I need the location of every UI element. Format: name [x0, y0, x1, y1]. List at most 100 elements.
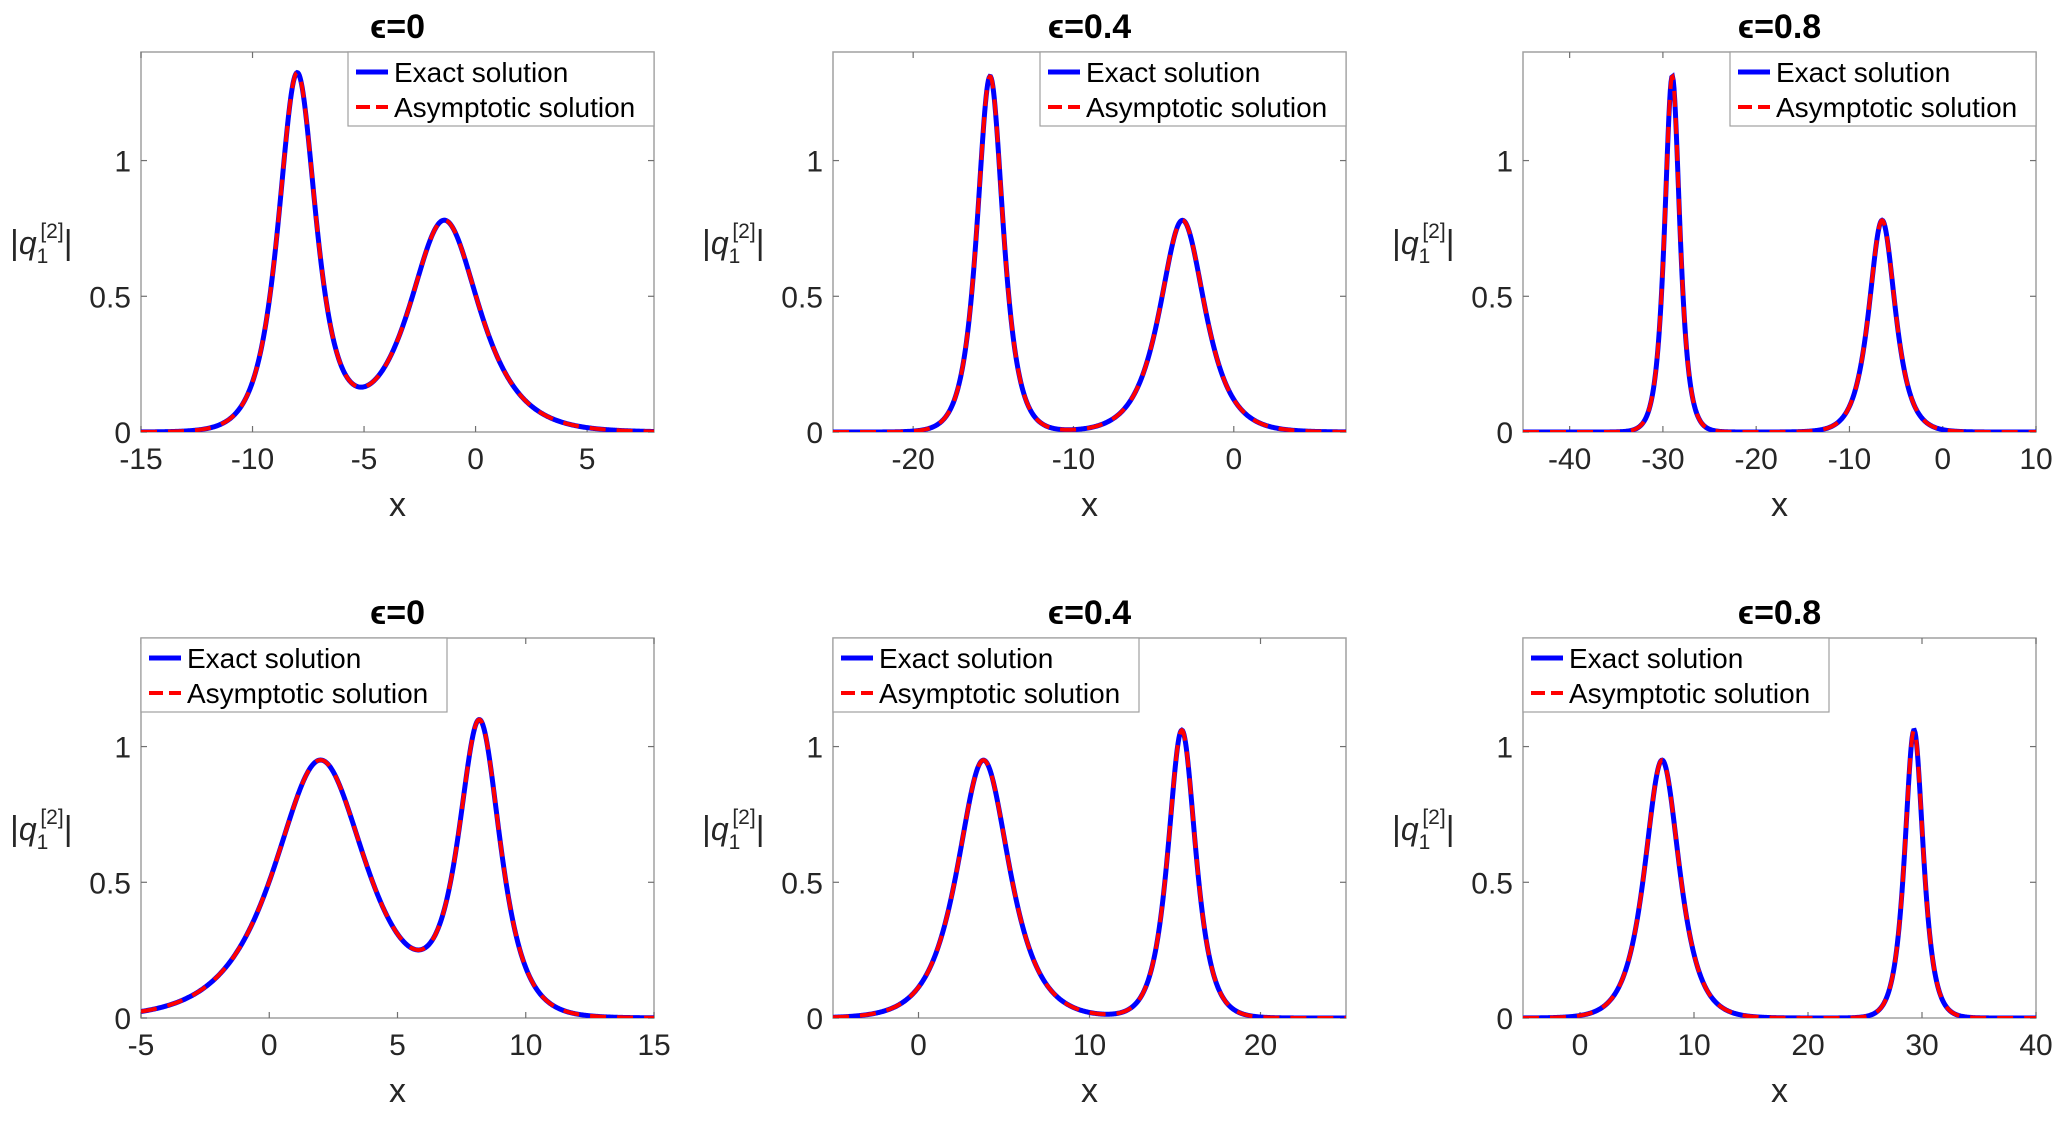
- legend-entry-label: Asymptotic solution: [394, 92, 635, 123]
- x-axis-label: x: [389, 486, 406, 524]
- y-axis-label-part: |: [702, 810, 711, 848]
- panel-title: ϵ=0: [370, 594, 425, 632]
- x-tick-label: -20: [891, 443, 934, 476]
- y-tick-label: 1: [114, 146, 131, 179]
- y-axis-label: |q1[2]|: [702, 220, 765, 268]
- legend-box: [1522, 637, 1830, 713]
- y-axis-label: |q1[2]|: [10, 220, 73, 268]
- x-tick-label: -30: [1641, 443, 1684, 476]
- y-axis-label-part: |: [64, 810, 73, 848]
- series-asymptotic-solution-line: [833, 727, 1346, 1018]
- y-axis-label-part: |: [1446, 810, 1455, 848]
- y-axis-label-part: |: [10, 810, 19, 848]
- y-axis-label-part: 1: [37, 245, 49, 268]
- legend: Exact solution Asymptotic solution: [140, 637, 448, 713]
- y-tick-label: 0: [1496, 417, 1513, 450]
- y-axis-label-part: |: [1446, 224, 1455, 262]
- x-tick-label: 15: [637, 1029, 670, 1062]
- x-tick-label: 30: [1905, 1029, 1938, 1062]
- x-tick-label: 20: [1791, 1029, 1824, 1062]
- x-tick-label: 10: [1073, 1029, 1106, 1062]
- y-axis-label: |q1[2]|: [702, 806, 765, 854]
- y-axis-label-part: q: [19, 225, 37, 261]
- legend-box: [1039, 51, 1347, 127]
- x-tick-label: 40: [2019, 1029, 2052, 1062]
- legend-box: [832, 637, 1140, 713]
- y-axis-label-part: |: [756, 224, 765, 262]
- series-asymptotic-solution-line: [141, 717, 654, 1018]
- y-axis-label-part: q: [1401, 811, 1419, 847]
- y-axis-label-part: 1: [729, 245, 741, 268]
- y-axis-label-part: [2]: [732, 220, 755, 243]
- legend-entry-label: Asymptotic solution: [187, 678, 428, 709]
- legend-entry-label: Exact solution: [1776, 57, 1950, 88]
- x-axis-label: x: [1081, 486, 1098, 524]
- y-axis-label-part: [2]: [40, 220, 63, 243]
- legend: Exact solution Asymptotic solution: [1729, 51, 2037, 127]
- legend-box: [347, 51, 655, 127]
- y-tick-label: 0.5: [781, 281, 823, 314]
- y-tick-label: 0: [1496, 1003, 1513, 1036]
- y-axis-label-part: 1: [1419, 245, 1431, 268]
- x-tick-label: -40: [1548, 443, 1591, 476]
- legend-entry-label: Exact solution: [1086, 57, 1260, 88]
- y-axis-label-part: q: [711, 811, 729, 847]
- legend: Exact solution Asymptotic solution: [1522, 637, 1830, 713]
- y-axis-label-part: |: [1392, 810, 1401, 848]
- panel-title: ϵ=0.4: [1048, 8, 1131, 46]
- legend-entry-label: Asymptotic solution: [1086, 92, 1327, 123]
- legend-entry-label: Exact solution: [879, 643, 1053, 674]
- chart-panel-2: -20 -10 000.51ϵ=0.4x|q1[2]|Exact solutionA…: [702, 8, 1347, 524]
- x-tick-label: 0: [467, 443, 484, 476]
- y-tick-label: 0.5: [1471, 867, 1513, 900]
- x-tick-label: 0: [261, 1029, 278, 1062]
- x-axis-label: x: [1771, 1072, 1788, 1110]
- y-tick-label: 1: [114, 732, 131, 765]
- x-tick-label: 10: [1677, 1029, 1710, 1062]
- y-tick-label: 0.5: [89, 281, 131, 314]
- y-tick-label: 1: [1496, 146, 1513, 179]
- x-tick-label: -10: [1828, 443, 1871, 476]
- y-axis-label-part: 1: [729, 831, 741, 854]
- y-tick-label: 0: [114, 1003, 131, 1036]
- x-tick-label: -20: [1735, 443, 1778, 476]
- x-tick-label: 5: [579, 443, 596, 476]
- legend-box: [140, 637, 448, 713]
- x-tick-label: 0: [910, 1029, 927, 1062]
- series-asymptotic-solution-line: [141, 70, 654, 432]
- y-tick-label: 0.5: [89, 867, 131, 900]
- y-axis-label-part: q: [1401, 225, 1419, 261]
- y-tick-label: 1: [1496, 732, 1513, 765]
- panel-title: ϵ=0.4: [1048, 594, 1131, 632]
- series-asymptotic-solution-line: [1523, 728, 2036, 1018]
- y-axis-label-part: 1: [37, 831, 49, 854]
- legend: Exact solution Asymptotic solution: [832, 637, 1140, 713]
- y-tick-label: 0: [806, 417, 823, 450]
- legend-entry-label: Exact solution: [1569, 643, 1743, 674]
- x-tick-label: 0: [1934, 443, 1951, 476]
- panel-title: ϵ=0: [370, 8, 425, 46]
- x-tick-label: 20: [1244, 1029, 1277, 1062]
- y-axis-label-part: |: [702, 224, 711, 262]
- y-axis-label-part: 1: [1419, 831, 1431, 854]
- x-axis-label: x: [1771, 486, 1788, 524]
- y-tick-label: 0: [114, 417, 131, 450]
- y-axis-label: |q1[2]|: [10, 806, 73, 854]
- x-tick-label: -5: [351, 443, 378, 476]
- x-tick-label: 5: [389, 1029, 406, 1062]
- x-tick-label: -10: [231, 443, 274, 476]
- legend-entry-label: Exact solution: [394, 57, 568, 88]
- x-tick-label: -5: [128, 1029, 155, 1062]
- y-axis-label-part: [2]: [40, 806, 63, 829]
- y-axis-label-part: |: [64, 224, 73, 262]
- legend-entry-label: Asymptotic solution: [879, 678, 1120, 709]
- series-asymptotic-solution-line: [833, 74, 1346, 432]
- y-axis-label-part: |: [756, 810, 765, 848]
- legend: Exact solution Asymptotic solution: [1039, 51, 1347, 127]
- y-axis-label-part: [2]: [1422, 220, 1445, 243]
- y-axis-label-part: |: [10, 224, 19, 262]
